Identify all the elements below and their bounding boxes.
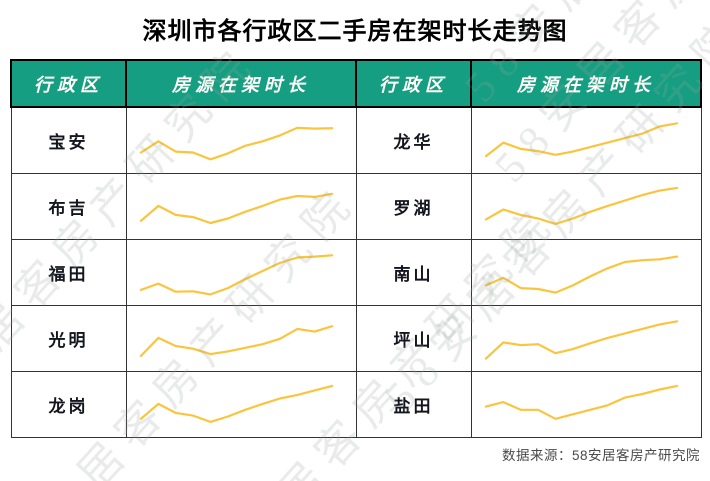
- district-name-pingshan: 坪山: [355, 305, 472, 372]
- table-row: 龙岗 盐田: [10, 371, 702, 438]
- district-name-baoan: 宝安: [10, 106, 127, 174]
- sparkline-baoan: [127, 109, 356, 173]
- sparkline-guangming: [127, 307, 356, 371]
- district-name-yantian: 盐田: [355, 371, 472, 438]
- sparkline-pingshan: [472, 307, 701, 371]
- district-name-futian: 福田: [10, 239, 127, 306]
- sparkline-futian: [127, 241, 356, 305]
- sparkline-luohu: [472, 175, 701, 239]
- sparkline-longgang: [127, 373, 356, 437]
- header-district-left: 行政区: [10, 59, 127, 108]
- table-row: 宝安 龙华: [10, 106, 702, 174]
- header-row: 行政区 房源在架时长 行政区 房源在架时长: [10, 59, 702, 108]
- sparkline-buji: [127, 175, 356, 239]
- page-title: 深圳市各行政区二手房在架时长走势图: [142, 18, 568, 45]
- table-row: 光明 坪山: [10, 305, 702, 372]
- header-duration-right: 房源在架时长: [470, 59, 702, 108]
- district-name-longhua: 龙华: [355, 106, 472, 174]
- district-name-nanshan: 南山: [355, 239, 472, 306]
- table-row: 福田 南山: [10, 239, 702, 306]
- sparkline-longhua: [472, 109, 701, 173]
- districts-table: 行政区 房源在架时长 行政区 房源在架时长 宝安 龙华 布吉 罗湖 福田: [10, 59, 702, 438]
- header-duration-left: 房源在架时长: [125, 59, 357, 108]
- district-name-guangming: 光明: [10, 305, 127, 372]
- district-name-luohu: 罗湖: [355, 173, 472, 240]
- sparkline-nanshan: [472, 241, 701, 305]
- sparkline-yantian: [472, 373, 701, 437]
- data-source-note: 数据来源：58安居客房产研究院: [501, 448, 700, 463]
- table-row: 布吉 罗湖: [10, 173, 702, 240]
- district-name-longgang: 龙岗: [10, 371, 127, 438]
- district-name-buji: 布吉: [10, 173, 127, 240]
- header-district-right: 行政区: [355, 59, 472, 108]
